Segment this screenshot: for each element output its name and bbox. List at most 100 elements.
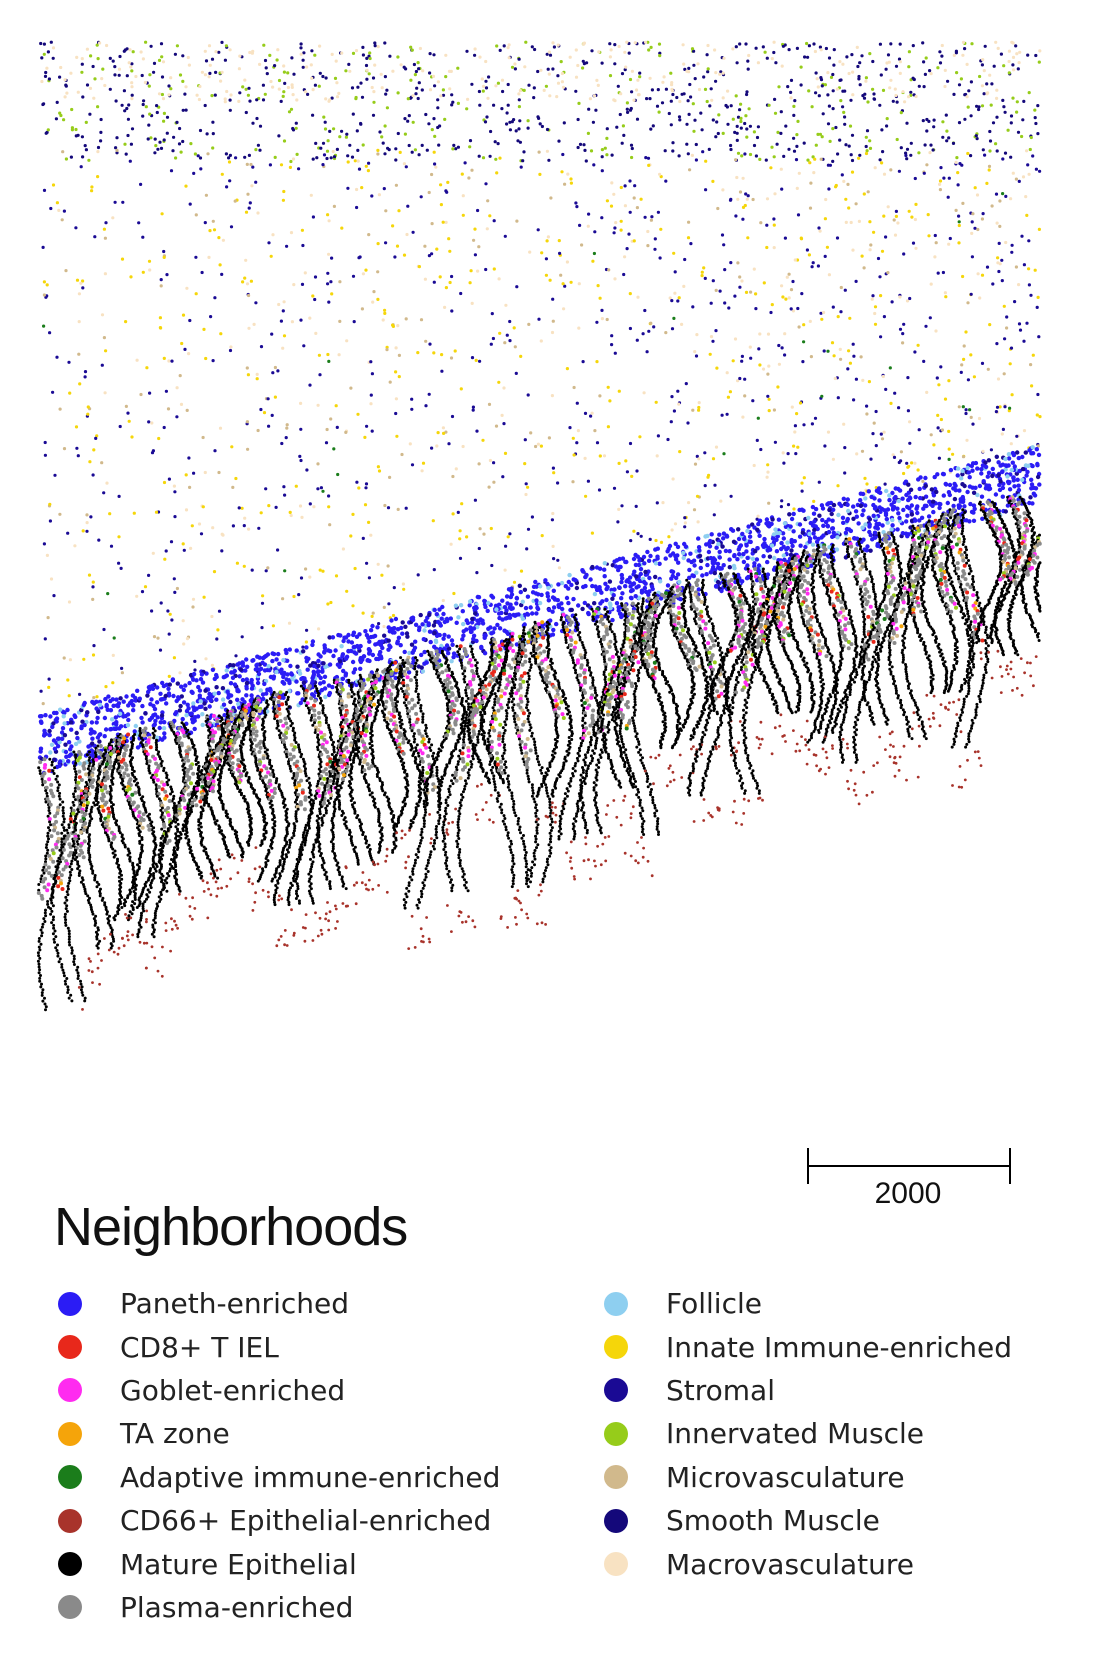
data-point [600, 155, 604, 159]
data-point [841, 89, 845, 93]
data-point [162, 138, 166, 142]
data-point [735, 124, 739, 128]
data-point [159, 42, 164, 46]
data-point [262, 43, 266, 47]
data-point [381, 141, 385, 145]
data-point [628, 77, 633, 82]
data-point [629, 143, 634, 147]
data-point [428, 71, 432, 75]
data-point [153, 151, 157, 155]
data-point [155, 110, 159, 115]
data-point [162, 111, 166, 115]
data-point [261, 83, 265, 87]
data-point [42, 42, 47, 46]
data-point [765, 56, 769, 60]
data-point [917, 151, 921, 155]
data-point [340, 129, 344, 133]
data-point [332, 127, 336, 131]
data-point [436, 106, 440, 110]
data-point [775, 142, 779, 146]
data-point [847, 144, 851, 148]
data-point [735, 138, 739, 142]
data-point [456, 66, 460, 70]
data-point [275, 58, 279, 62]
data-point [83, 144, 87, 148]
data-point [799, 83, 803, 87]
data-point [622, 133, 626, 137]
data-point [583, 148, 587, 152]
data-point [692, 49, 696, 53]
data-point [282, 90, 286, 94]
data-point [600, 61, 604, 65]
data-point [502, 44, 506, 48]
data-point [51, 56, 55, 60]
data-point [346, 154, 350, 158]
data-point [173, 52, 177, 56]
data-point [1021, 118, 1025, 122]
data-point [420, 88, 424, 92]
data-point [42, 52, 46, 56]
data-point [905, 121, 909, 125]
data-point [616, 84, 620, 88]
data-point [671, 141, 675, 145]
data-point [824, 46, 829, 51]
data-point [124, 152, 128, 156]
data-point [756, 125, 761, 129]
data-point [692, 129, 696, 133]
data-point [715, 120, 719, 124]
data-point [806, 55, 810, 59]
data-point [350, 86, 355, 90]
data-point [655, 104, 660, 108]
data-point [351, 112, 355, 116]
data-point [729, 104, 733, 108]
data-point [807, 44, 812, 48]
data-point [610, 153, 614, 157]
data-point [157, 58, 162, 63]
data-point [484, 79, 488, 83]
data-point [821, 112, 825, 116]
data-point [839, 78, 843, 82]
data-point [113, 73, 117, 77]
data-point [1029, 135, 1033, 140]
data-point [1037, 60, 1041, 64]
data-point [686, 99, 690, 103]
data-point [505, 122, 509, 126]
data-point [664, 87, 669, 91]
data-point [974, 134, 978, 138]
data-point [864, 135, 868, 139]
data-point [526, 119, 530, 123]
data-point [224, 44, 228, 48]
data-point [957, 121, 962, 125]
data-point [175, 44, 179, 48]
data-point [101, 67, 105, 71]
data-point [210, 57, 215, 61]
data-point [649, 127, 653, 131]
data-point [857, 74, 861, 79]
data-point [866, 100, 870, 104]
data-point [127, 103, 131, 107]
data-point [211, 120, 215, 124]
data-point [473, 53, 477, 57]
data-point [651, 124, 655, 128]
data-point [872, 92, 876, 96]
data-point [43, 74, 48, 78]
data-point [793, 99, 797, 103]
data-point [44, 70, 48, 75]
data-point [356, 148, 360, 152]
data-point [295, 152, 299, 156]
data-point [814, 71, 818, 75]
data-point [559, 60, 563, 64]
data-point [364, 63, 369, 68]
data-point [414, 92, 418, 96]
data-point [608, 74, 613, 78]
data-point [148, 73, 152, 77]
data-point [247, 153, 251, 157]
data-point [669, 71, 673, 75]
data-point [925, 117, 929, 122]
data-point [705, 99, 709, 104]
data-point [787, 48, 791, 52]
data-point [251, 121, 255, 125]
data-point [268, 53, 272, 58]
data-point [355, 129, 359, 133]
data-point [409, 78, 413, 82]
